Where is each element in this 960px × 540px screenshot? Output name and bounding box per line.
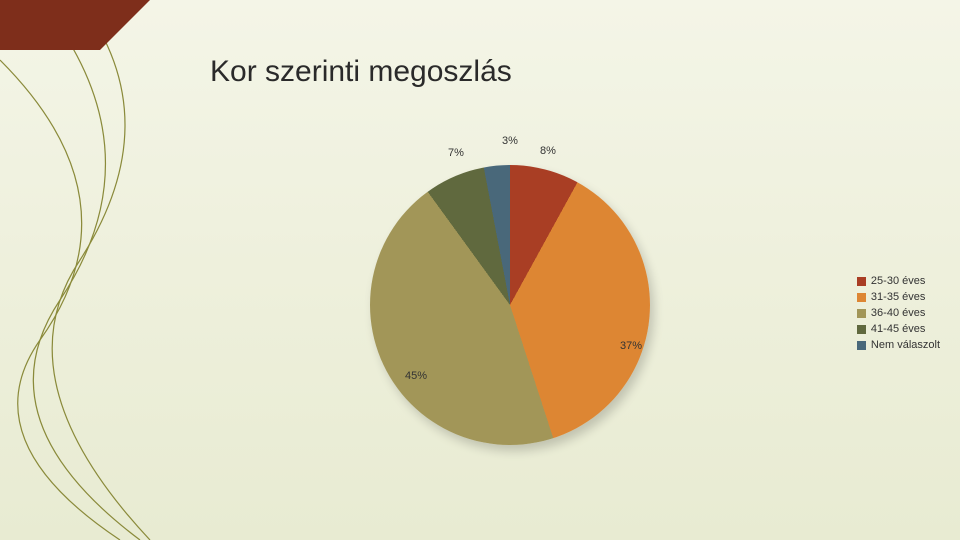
legend-label-2: 36-40 éves <box>871 307 925 319</box>
legend-item-4: Nem válaszolt <box>857 339 940 351</box>
legend-label-4: Nem válaszolt <box>871 339 940 351</box>
slice-label-1: 37% <box>620 340 642 352</box>
legend-swatch-1 <box>857 293 866 302</box>
legend-item-1: 31-35 éves <box>857 291 940 303</box>
slice-label-4: 3% <box>502 135 518 147</box>
legend-swatch-2 <box>857 309 866 318</box>
legend-swatch-0 <box>857 277 866 286</box>
pie-disc <box>370 165 650 445</box>
page-title: Kor szerinti megoszlás <box>210 55 512 89</box>
decor-curves <box>0 0 180 540</box>
legend-item-2: 36-40 éves <box>857 307 940 319</box>
slice-label-3: 7% <box>448 147 464 159</box>
slice-label-0: 8% <box>540 145 556 157</box>
decor-accent <box>0 0 150 50</box>
legend-swatch-3 <box>857 325 866 334</box>
legend-label-1: 31-35 éves <box>871 291 925 303</box>
curve-1 <box>0 60 120 540</box>
legend-label-0: 25-30 éves <box>871 275 925 287</box>
curve-3 <box>52 0 150 540</box>
pie-chart: 8% 37% 45% 7% 3% <box>370 165 650 445</box>
legend-swatch-4 <box>857 341 866 350</box>
legend: 25-30 éves 31-35 éves 36-40 éves 41-45 é… <box>857 275 940 355</box>
curve-2 <box>33 0 140 540</box>
legend-label-3: 41-45 éves <box>871 323 925 335</box>
legend-item-0: 25-30 éves <box>857 275 940 287</box>
legend-item-3: 41-45 éves <box>857 323 940 335</box>
slice-label-2: 45% <box>405 370 427 382</box>
